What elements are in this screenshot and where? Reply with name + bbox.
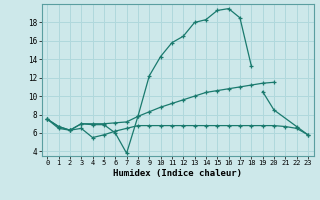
X-axis label: Humidex (Indice chaleur): Humidex (Indice chaleur) <box>113 169 242 178</box>
